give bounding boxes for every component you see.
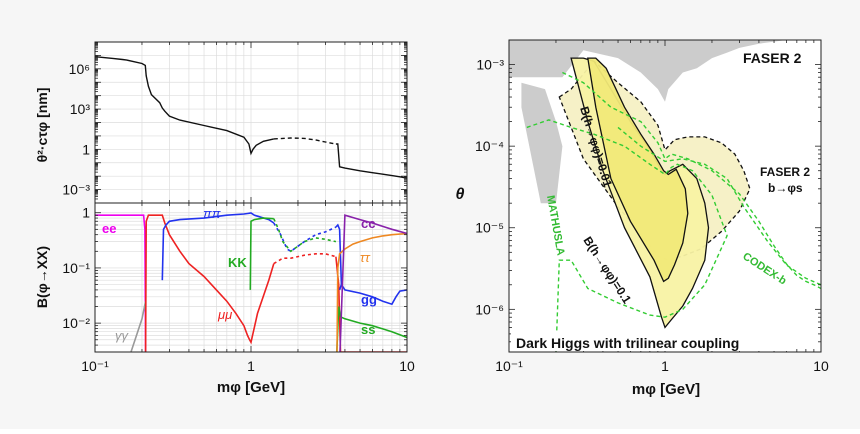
branching-curve-KK [273, 218, 337, 253]
y-tick-label: 10⁶ [69, 61, 90, 77]
y-tick-label: 10³ [70, 101, 91, 117]
y-tick-label: 10⁻³ [62, 182, 90, 198]
label-cc: cc [361, 216, 375, 231]
lifetime-curve [95, 56, 274, 156]
sensitivity-curve-CODEX-b [562, 71, 821, 290]
branching-curve-ππ [273, 222, 337, 253]
label-pipi: ππ [203, 206, 221, 221]
sensitivity-curve-MATHUSLA [526, 119, 728, 352]
x-tick-label: 10⁻¹ [495, 358, 523, 374]
y-tick-label: 10⁻³ [476, 57, 504, 73]
label-kk: KK [228, 255, 247, 270]
branching-curve-KK [249, 217, 274, 290]
y-tick-label: 1 [82, 205, 90, 221]
x-tick-label: 1 [247, 358, 255, 374]
branching-curve-ππ [161, 212, 275, 281]
sensitivity-regions [509, 40, 821, 329]
sensitivity-ylabel: θ [456, 186, 465, 203]
sensitivity-xlabel: mφ [GeV] [632, 381, 700, 398]
x-tick-label: 10⁻¹ [81, 358, 109, 374]
branching-curve-ss [336, 306, 407, 352]
branching-curve-μμ [273, 253, 337, 265]
label-gammagamma: γγ [115, 328, 130, 343]
branching-curve-ee [95, 214, 147, 352]
x-tick-label: 1 [661, 358, 669, 374]
x-tick-label: 10 [813, 358, 829, 374]
lifetime-curves [95, 56, 407, 179]
lifetime-curve [335, 143, 407, 179]
label-tautau: ττ [360, 250, 371, 265]
branching-curve-γγ [130, 301, 147, 352]
y-tick-label: 10⁻² [62, 315, 90, 331]
b-to-phi-s-label: b→φs [768, 181, 803, 195]
faser2-title: FASER 2 [743, 50, 802, 66]
label-ss: ss [361, 322, 375, 337]
branching-ylabel: B(φ→XX) [34, 246, 50, 308]
region-excluded [509, 40, 821, 102]
branching-xlabel: mφ [GeV] [217, 379, 285, 396]
y-tick-label: 10⁻¹ [62, 260, 90, 276]
branching-curve-gg [338, 282, 407, 306]
branching-curve-cc [339, 214, 407, 352]
faser2-label: FASER 2 [760, 165, 810, 179]
x-tick-label: 10 [399, 358, 415, 374]
branching-curve-μμ [144, 214, 275, 352]
branching-curve-ττ [336, 232, 407, 352]
y-tick-label: 10⁻⁶ [475, 301, 504, 317]
plot-caption: Dark Higgs with trilinear coupling [516, 335, 739, 351]
caption-background [511, 333, 789, 351]
lifetime-gridlines [94, 41, 408, 204]
region-excluded [521, 82, 563, 204]
sensitivity-curves [526, 71, 821, 352]
lifetime-curve [273, 137, 337, 145]
lifetime-ylabel: θ²·cτφ [nm] [34, 88, 50, 163]
region-B-h-0-01 [587, 57, 689, 283]
branching-curves [95, 212, 407, 352]
axis-ticks: 10⁶ 10³ 1 10⁻³ 1 10⁻¹ 10⁻² 10⁻³ 10⁻⁴ 10⁻⁵ 10⁻⁶ 10⁻¹… [62, 39, 829, 374]
sensitivity-curve-CODEX-b [617, 126, 821, 286]
label-mumu: μμ [217, 307, 232, 322]
branching-curve-ππ [335, 223, 343, 285]
label-gg: gg [361, 292, 377, 307]
y-tick-label: 10⁻⁴ [475, 138, 504, 154]
y-tick-label: 1 [82, 141, 90, 157]
label-ee: ee [102, 221, 116, 236]
y-tick-label: 10⁻⁵ [475, 220, 504, 236]
